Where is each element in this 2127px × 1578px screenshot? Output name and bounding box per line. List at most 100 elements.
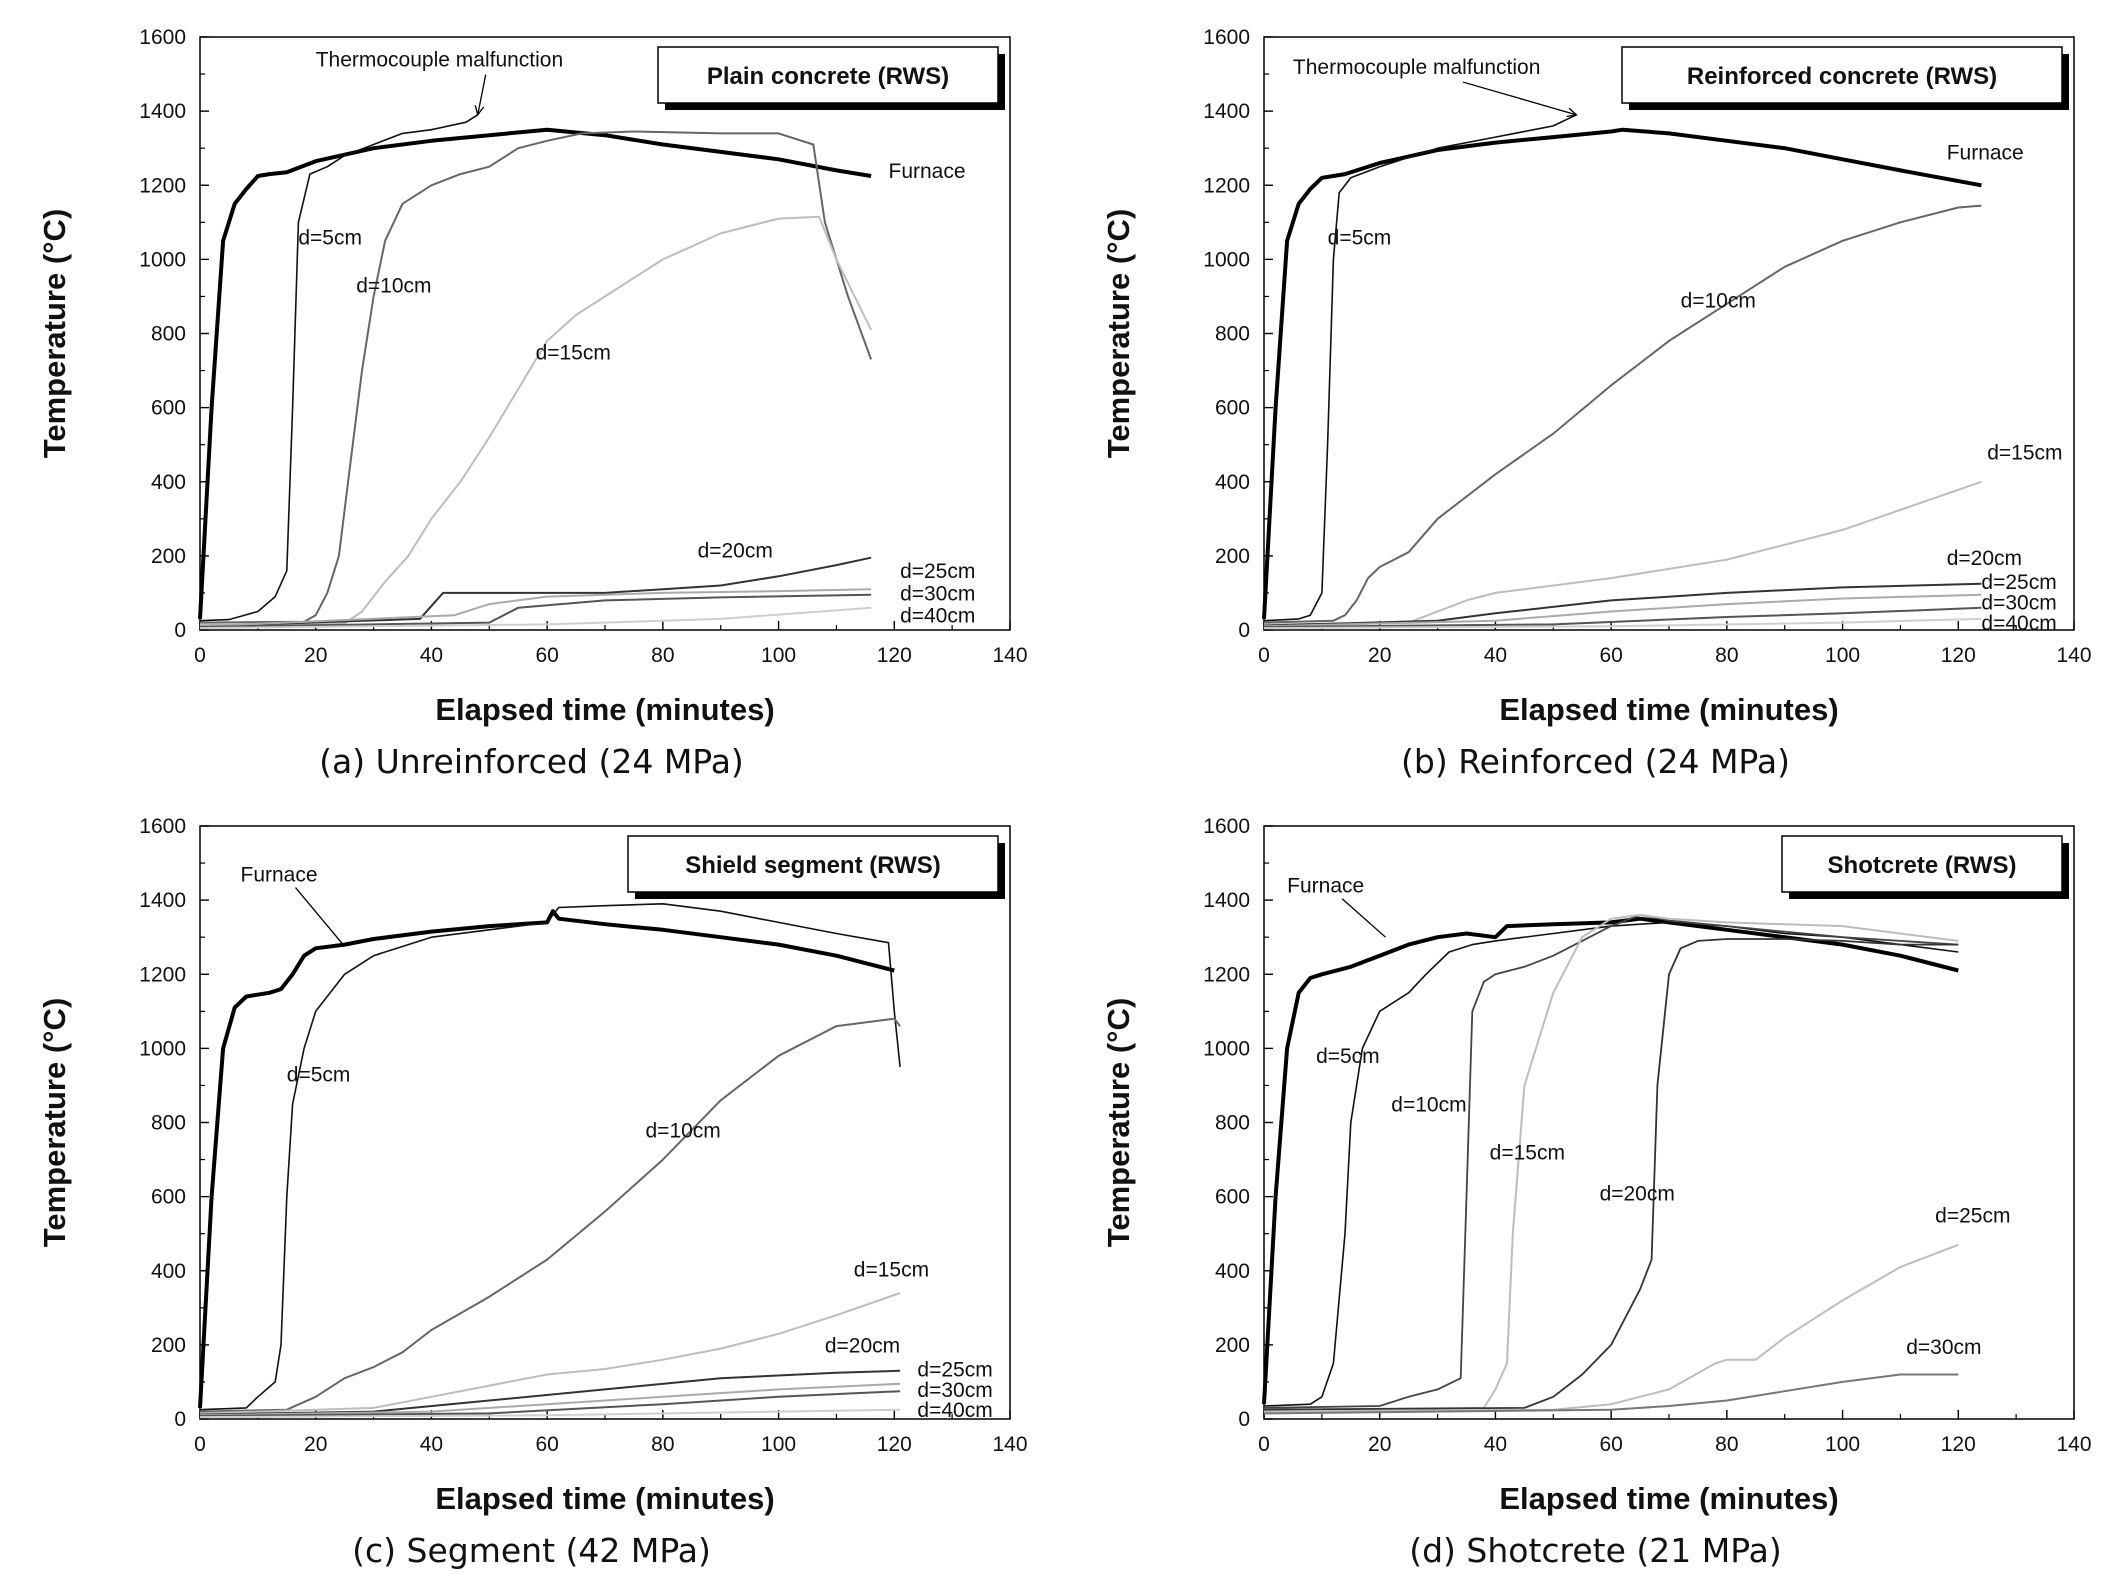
chart-panel-b: 0 20 40 60 80 100 120 140 0 200 400 600 800 1000 1200 1… xyxy=(1064,0,2127,789)
y-axis-label: Temperature (°C) xyxy=(37,209,72,459)
title-box xyxy=(627,835,999,893)
series-line-d-10cm xyxy=(1263,204,1982,624)
x-tick-label: 80 xyxy=(651,1433,674,1456)
series-label: d=15cm xyxy=(1987,442,2062,465)
series-label: d=10cm xyxy=(646,1119,721,1142)
series-label: d=20cm xyxy=(1947,547,2022,570)
annotation-arrowhead xyxy=(1566,107,1578,118)
series-line-d-40cm xyxy=(1263,617,1982,630)
series-line-d-15cm xyxy=(199,215,872,626)
y-tick-label: 0 xyxy=(1238,619,1250,642)
y-tick-label: 1000 xyxy=(139,248,186,271)
y-tick-label: 1400 xyxy=(1203,889,1250,912)
chart-caption-a: (a) Unreinforced (24 MPa) xyxy=(319,742,744,781)
plot-frame xyxy=(1263,36,2075,631)
y-tick-label: 600 xyxy=(151,1186,186,1209)
x-tick-label: 100 xyxy=(761,1433,796,1456)
x-axis-label: Elapsed time (minutes) xyxy=(435,1481,774,1516)
y-tick-label: 0 xyxy=(174,1408,186,1431)
y-tick-label: 1200 xyxy=(139,174,186,197)
series-line-d-5cm xyxy=(1263,114,1577,622)
y-axis-label: Temperature (°C) xyxy=(37,998,72,1248)
series-label: d=5cm xyxy=(1316,1045,1380,1068)
series-label: d=25cm xyxy=(900,560,975,583)
x-tick-label: 60 xyxy=(1599,1433,1622,1456)
series-label: d=25cm xyxy=(1981,571,2056,594)
annotation-text: Thermocouple malfunction xyxy=(316,49,563,72)
y-tick-label: 200 xyxy=(151,1334,186,1357)
series-line-d-15cm xyxy=(1263,480,1982,626)
annotation-arrow xyxy=(477,74,487,115)
y-tick-label: 1200 xyxy=(1203,174,1250,197)
series-line-d-40cm xyxy=(199,606,872,630)
x-tick-label: 80 xyxy=(1715,644,1738,667)
y-tick-label: 200 xyxy=(1215,1334,1250,1357)
chart-b: 0 20 40 60 80 100 120 1400200400600800100012001… xyxy=(1101,26,2092,727)
series-label: d=15cm xyxy=(854,1258,929,1281)
y-tick-label: 1000 xyxy=(1203,248,1250,271)
series-label: d=10cm xyxy=(1681,290,1756,313)
annotation-text: Thermocouple malfunction xyxy=(1293,56,1540,79)
series-line-d-30cm xyxy=(199,1390,901,1417)
series-label: d=40cm xyxy=(1981,612,2056,635)
y-tick-label: 0 xyxy=(1238,1408,1250,1431)
series-label: d=15cm xyxy=(536,341,611,364)
series-line-d-10cm xyxy=(199,130,873,624)
series-label: d=30cm xyxy=(900,582,975,605)
label-leader-line xyxy=(295,887,346,947)
chart-panel-a: 0 20 40 60 80 100 120 140 0 200 400 600 800 1000 1200 1… xyxy=(0,0,1063,789)
series-line-d-10cm xyxy=(1263,914,1959,1409)
chart-title: Reinforced concrete (RWS) xyxy=(1687,63,1997,90)
series-line-d-20cm xyxy=(199,1369,901,1416)
x-tick-label: 40 xyxy=(1484,644,1507,667)
x-tick-label: 20 xyxy=(1368,1433,1391,1456)
series-label: d=25cm xyxy=(917,1358,992,1381)
y-tick-label: 1600 xyxy=(139,26,186,49)
plot-frame xyxy=(1263,825,2075,1420)
chart-panel-d: 0 20 40 60 80 100 120 140 0 200 400 600 800 1000 1200 1… xyxy=(1064,789,2127,1578)
series-label: d=5cm xyxy=(287,1064,351,1087)
y-tick-label: 1200 xyxy=(139,963,186,986)
x-tick-label: 140 xyxy=(2056,644,2091,667)
x-tick-label: 120 xyxy=(877,644,912,667)
x-tick-label: 100 xyxy=(1825,644,1860,667)
series-label: d=5cm xyxy=(298,227,362,250)
chart-caption-d: (d) Shotcrete (21 MPa) xyxy=(1409,1531,1782,1570)
series-line-d-30cm xyxy=(199,593,872,628)
chart-title: Shield segment (RWS) xyxy=(685,852,941,879)
y-axis-label: Temperature (°C) xyxy=(1101,209,1136,459)
series-line-d-5cm xyxy=(199,114,479,622)
x-tick-label: 120 xyxy=(877,1433,912,1456)
annotation-arrow xyxy=(1462,81,1577,116)
series-line-d-20cm xyxy=(1263,938,1959,1411)
x-tick-label: 120 xyxy=(1941,644,1976,667)
series-label: d=20cm xyxy=(698,540,773,563)
x-axis-label: Elapsed time (minutes) xyxy=(1499,1481,1838,1516)
x-tick-label: 140 xyxy=(992,644,1027,667)
series-line-furnace xyxy=(198,909,895,1409)
series-line-furnace xyxy=(1262,916,1959,1405)
y-tick-label: 800 xyxy=(151,323,186,346)
chart-caption-b: (b) Reinforced (24 MPa) xyxy=(1401,742,1790,781)
y-tick-label: 600 xyxy=(151,397,186,420)
y-tick-label: 400 xyxy=(1215,471,1250,494)
title-box xyxy=(657,46,999,104)
x-tick-label: 100 xyxy=(1825,1433,1860,1456)
x-tick-label: 40 xyxy=(420,644,443,667)
series-line-furnace xyxy=(198,127,872,620)
y-tick-label: 1000 xyxy=(139,1037,186,1060)
y-tick-label: 0 xyxy=(174,619,186,642)
y-tick-label: 600 xyxy=(1215,397,1250,420)
series-line-d-30cm xyxy=(1263,606,1982,628)
y-tick-label: 1400 xyxy=(139,889,186,912)
y-tick-label: 400 xyxy=(1215,1260,1250,1283)
plot-frame xyxy=(199,36,1011,631)
title-box xyxy=(1621,46,2063,104)
x-tick-label: 40 xyxy=(1484,1433,1507,1456)
series-label: Furnace xyxy=(241,864,318,887)
chart-title: Plain concrete (RWS) xyxy=(707,63,949,90)
y-tick-label: 400 xyxy=(151,1260,186,1283)
series-line-d-20cm xyxy=(199,556,872,628)
y-tick-label: 400 xyxy=(151,471,186,494)
chart-d: 0 20 40 60 80 100 120 1400200400600800100012001… xyxy=(1101,815,2092,1516)
